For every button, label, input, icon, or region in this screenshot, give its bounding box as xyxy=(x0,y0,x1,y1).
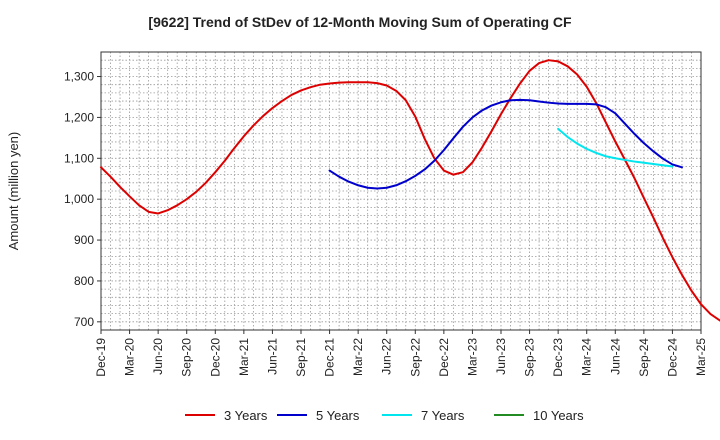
series-line-5-years xyxy=(328,98,683,190)
x-tick-label: Mar-22 xyxy=(351,338,365,376)
x-tick-label: Mar-23 xyxy=(465,338,479,376)
series-layer xyxy=(100,59,720,322)
series-line-7-years xyxy=(557,127,674,168)
x-tick-label: Jun-20 xyxy=(151,338,165,375)
x-tick-label: Jun-21 xyxy=(265,338,279,375)
x-tick-label: Mar-20 xyxy=(123,338,137,376)
grid-lines xyxy=(101,52,701,330)
y-tick-label: 800 xyxy=(74,274,94,288)
x-tick-label: Dec-21 xyxy=(323,338,337,377)
legend: 3 Years 5 Years 7 Years 10 Years xyxy=(185,408,584,423)
chart-title: [9622] Trend of StDev of 12-Month Moving… xyxy=(148,14,572,30)
y-tick-label: 900 xyxy=(74,233,94,247)
x-tick-label: Jun-24 xyxy=(608,338,622,375)
x-tick-label: Dec-23 xyxy=(551,338,565,377)
y-axis-ticks: 700 800 900 1,000 1,100 1,200 1,300 xyxy=(64,70,101,329)
y-tick-label: 1,100 xyxy=(64,151,94,165)
legend-label-7-years: 7 Years xyxy=(421,408,465,423)
x-tick-label: Jun-23 xyxy=(494,338,508,375)
x-tick-label: Dec-19 xyxy=(94,338,108,377)
x-axis-ticks: Dec-19 Mar-20 Jun-20 Sep-20 Dec-20 Mar-21 Jun-… xyxy=(94,330,708,377)
legend-label-10-years: 10 Years xyxy=(533,408,584,423)
plot-area-frame xyxy=(100,51,702,331)
legend-label-3-years: 3 Years xyxy=(224,408,268,423)
x-tick-label: Mar-24 xyxy=(580,338,594,376)
x-tick-label: Sep-22 xyxy=(408,338,422,377)
x-tick-label: Dec-20 xyxy=(208,338,222,377)
x-tick-label: Sep-21 xyxy=(294,338,308,377)
x-tick-label: Sep-23 xyxy=(523,338,537,377)
y-tick-label: 700 xyxy=(74,315,94,329)
x-tick-label: Mar-25 xyxy=(694,338,708,376)
x-tick-label: Sep-24 xyxy=(637,338,651,377)
legend-label-5-years: 5 Years xyxy=(316,408,360,423)
x-tick-label: Jun-22 xyxy=(380,338,394,375)
y-tick-label: 1,300 xyxy=(64,70,94,84)
y-tick-label: 1,200 xyxy=(64,110,94,124)
y-tick-label: 1,000 xyxy=(64,192,94,206)
series-line-3-years xyxy=(100,59,720,322)
x-tick-label: Sep-20 xyxy=(180,338,194,377)
x-tick-label: Dec-22 xyxy=(437,338,451,377)
y-axis-label: Amount (million yen) xyxy=(6,132,21,251)
x-tick-label: Dec-24 xyxy=(665,338,679,377)
x-tick-label: Mar-21 xyxy=(237,338,251,376)
